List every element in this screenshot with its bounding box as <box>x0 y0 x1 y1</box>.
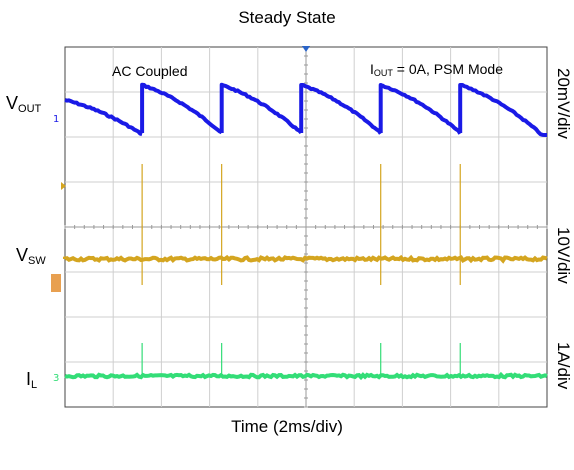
vsw-trigger-level-marker <box>61 182 66 190</box>
vout-label: VOUT <box>6 93 42 115</box>
vsw-scale: 10V/div <box>554 227 573 284</box>
il-baseline <box>64 371 548 381</box>
vsw-channel-marker <box>51 274 61 292</box>
coupling-note: AC Coupled <box>112 63 188 79</box>
x-axis-label: Time (2ms/div) <box>231 417 343 436</box>
condition-note: IOUT = 0A, PSM Mode <box>370 61 503 78</box>
trigger-marker <box>302 46 310 52</box>
chart-title: Steady State <box>238 8 336 27</box>
il-label: IL <box>26 369 38 391</box>
vsw-baseline <box>63 254 548 264</box>
vout-trace <box>64 82 547 137</box>
vout-channel-marker: 1 <box>53 114 59 125</box>
il-channel-marker: 3 <box>53 373 59 384</box>
vout-scale: 20mV/div <box>554 68 573 139</box>
il-scale: 1A/div <box>554 342 573 390</box>
vsw-label: VSW <box>16 245 46 267</box>
